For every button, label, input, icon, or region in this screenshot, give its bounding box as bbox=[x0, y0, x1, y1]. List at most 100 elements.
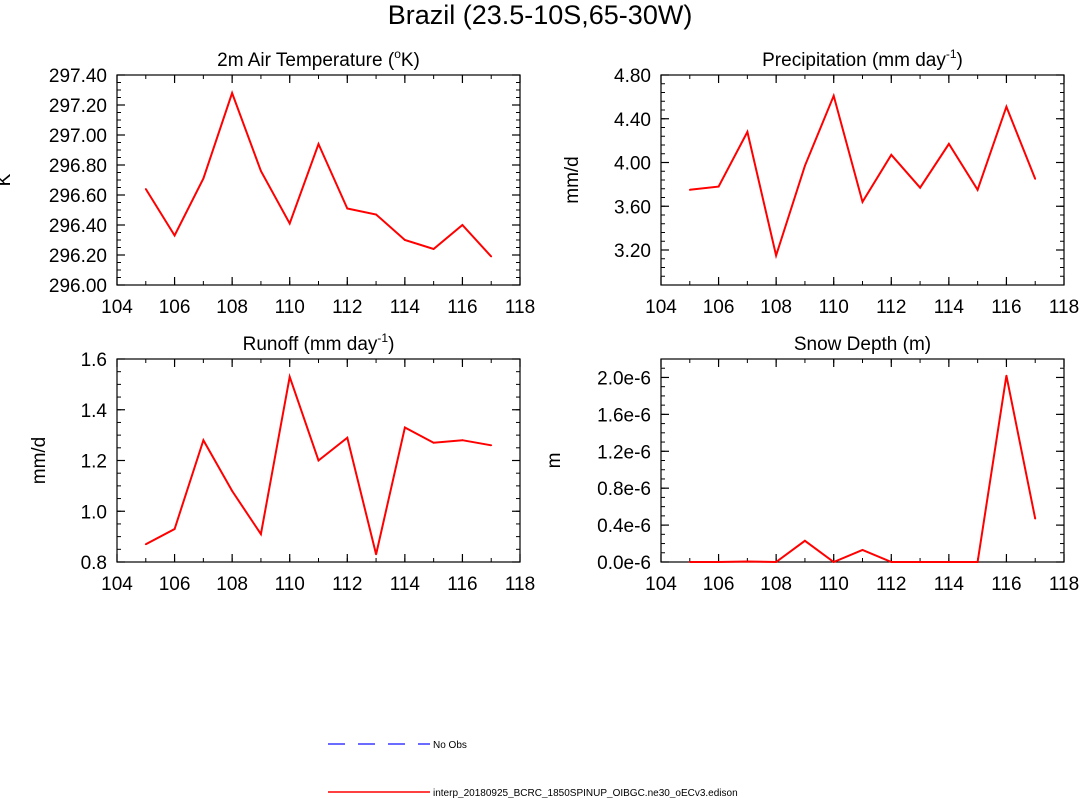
y-axis-label: m bbox=[544, 453, 565, 469]
data-point bbox=[144, 188, 147, 190]
data-point bbox=[432, 248, 435, 250]
x-tick-label: 108 bbox=[216, 297, 248, 318]
y-tick-label: 2.0e-6 bbox=[597, 368, 651, 389]
y-axis-label: mm/d bbox=[29, 437, 50, 485]
y-tick-label: 0.8 bbox=[81, 553, 107, 574]
x-tick-label: 104 bbox=[101, 574, 133, 595]
data-point bbox=[919, 561, 921, 563]
data-point bbox=[775, 561, 778, 563]
data-point bbox=[804, 539, 806, 542]
panel-title: Runoff (mm day-1) bbox=[243, 331, 395, 355]
figure-title: Brazil (23.5-10S,65-30W) bbox=[388, 0, 693, 30]
x-tick-label: 110 bbox=[819, 297, 849, 318]
x-tick-label: 112 bbox=[876, 297, 906, 318]
x-tick-label: 114 bbox=[390, 574, 421, 595]
x-tick-label: 118 bbox=[1049, 297, 1079, 318]
data-point bbox=[717, 561, 720, 563]
x-tick-label: 108 bbox=[760, 574, 792, 595]
y-axis-label: mm/d bbox=[562, 156, 583, 204]
x-tick-label: 108 bbox=[760, 297, 792, 318]
data-point bbox=[317, 459, 320, 462]
data-point bbox=[804, 164, 806, 167]
data-point bbox=[403, 239, 406, 241]
y-tick-label: 1.6e-6 bbox=[597, 405, 651, 426]
y-tick-label: 3.60 bbox=[614, 197, 651, 218]
chart-panel-2: 3.20 3.60 4.00 4.40 4.80 104 106 108 110 112 114 11… bbox=[562, 47, 1079, 318]
y-axis-label: K bbox=[0, 173, 15, 186]
data-point bbox=[173, 528, 176, 530]
data-point bbox=[919, 186, 921, 189]
x-tick-label: 116 bbox=[991, 574, 1021, 595]
panel-title-suffix: ) bbox=[957, 50, 963, 71]
y-tick-label: 296.40 bbox=[49, 216, 107, 237]
x-tick-label: 118 bbox=[1049, 574, 1079, 595]
data-point bbox=[202, 177, 205, 180]
panel-title: Snow Depth (m) bbox=[794, 334, 931, 355]
x-tick-label: 110 bbox=[275, 297, 305, 318]
x-tick-label: 106 bbox=[703, 297, 735, 318]
data-point bbox=[947, 561, 950, 563]
data-point bbox=[1034, 178, 1037, 180]
y-tick-label: 297.40 bbox=[49, 66, 107, 87]
x-tick-label: 104 bbox=[645, 574, 677, 595]
data-point bbox=[144, 543, 147, 546]
series-line-model bbox=[144, 89, 492, 258]
x-tick-label: 118 bbox=[505, 297, 535, 318]
legend-label: interp_20180925_BCRC_1850SPINUP_OIBGC.ne… bbox=[433, 788, 738, 798]
x-tick-label: 110 bbox=[819, 574, 849, 595]
y-tick-label: 297.00 bbox=[49, 126, 107, 147]
x-tick-label: 104 bbox=[101, 297, 133, 318]
series-line-model bbox=[689, 375, 1037, 564]
y-tick-label: 0.4e-6 bbox=[597, 516, 651, 537]
chart-panel-4: 0.0e-6 0.4e-6 0.8e-6 1.2e-6 1.6e-6 2.0e-6 104 1… bbox=[544, 334, 1079, 595]
data-point bbox=[346, 207, 349, 210]
series-line-model bbox=[689, 92, 1037, 260]
data-point bbox=[746, 130, 749, 133]
x-tick-label: 114 bbox=[934, 574, 965, 595]
data-point bbox=[461, 224, 464, 226]
panels-group: 296.00 296.20 296.40 296.60 296.80 297.00 297.… bbox=[0, 47, 1079, 595]
x-tick-label: 116 bbox=[447, 297, 477, 318]
data-point bbox=[231, 490, 234, 492]
y-tick-label: 1.2 bbox=[81, 452, 107, 473]
x-tick-label: 106 bbox=[703, 574, 735, 595]
panel-title-suffix: K) bbox=[401, 50, 420, 71]
data-point bbox=[260, 170, 262, 172]
x-tick-label: 110 bbox=[275, 574, 305, 595]
data-point bbox=[775, 254, 778, 257]
y-tick-label: 296.80 bbox=[49, 156, 107, 177]
data-point bbox=[947, 143, 950, 145]
data-point bbox=[403, 426, 406, 429]
panel-title: Precipitation (mm day-1) bbox=[762, 47, 963, 71]
y-tick-label: 4.40 bbox=[614, 110, 651, 131]
data-point bbox=[832, 561, 835, 563]
data-point bbox=[490, 255, 493, 258]
y-tick-label: 1.6 bbox=[81, 350, 107, 371]
data-point bbox=[346, 436, 349, 439]
plot-frame bbox=[116, 74, 521, 286]
data-point bbox=[861, 200, 864, 203]
chart-panel-1: 296.00 296.20 296.40 296.60 296.80 297.00 297.… bbox=[0, 47, 535, 318]
x-tick-label: 116 bbox=[447, 574, 477, 595]
data-point bbox=[976, 561, 979, 563]
y-tick-label: 1.2e-6 bbox=[597, 442, 651, 463]
panel-title-superscript: -1 bbox=[377, 331, 388, 345]
data-point bbox=[688, 188, 691, 191]
y-tick-label: 0.0e-6 bbox=[597, 553, 651, 574]
data-point bbox=[1005, 105, 1008, 108]
data-point bbox=[490, 444, 493, 447]
data-point bbox=[288, 222, 291, 225]
data-point bbox=[746, 560, 749, 563]
data-point bbox=[202, 439, 205, 442]
legend: No Obs interp_20180925_BCRC_1850SPINUP_OI… bbox=[328, 740, 738, 798]
y-tick-label: 3.20 bbox=[614, 241, 651, 262]
data-point bbox=[717, 185, 720, 188]
x-tick-label: 118 bbox=[505, 574, 535, 595]
panel-title-suffix: ) bbox=[388, 334, 394, 355]
data-point bbox=[260, 533, 262, 535]
series-line-model bbox=[145, 372, 492, 555]
data-point bbox=[1005, 374, 1008, 377]
data-point bbox=[231, 92, 234, 94]
x-tick-label: 114 bbox=[934, 297, 965, 318]
